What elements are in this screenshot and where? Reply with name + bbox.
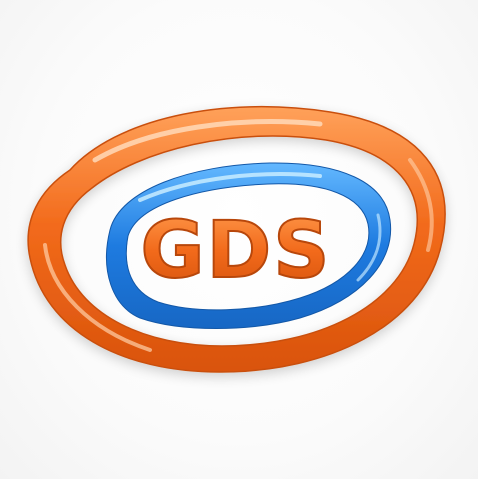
orange-swoosh-icon xyxy=(27,106,446,373)
logo-text: GDS xyxy=(141,206,332,296)
blue-swoosh-icon xyxy=(106,162,392,329)
